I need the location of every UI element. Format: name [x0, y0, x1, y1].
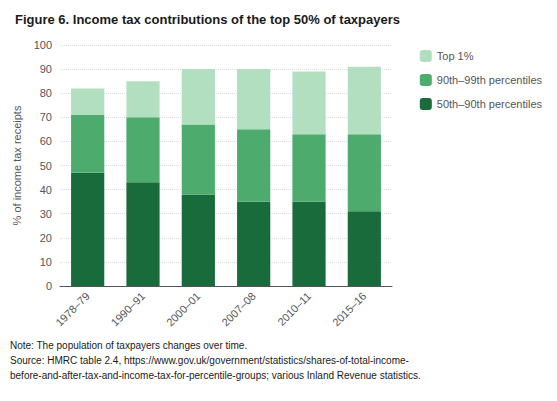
- svg-text:30: 30: [40, 208, 52, 220]
- svg-text:Note: The population of taxpay: Note: The population of taxpayers change…: [10, 340, 247, 351]
- svg-text:1990–91: 1990–91: [109, 290, 148, 329]
- svg-text:Source: HMRC table 2.4, https:: Source: HMRC table 2.4, https://www.gov.…: [10, 355, 409, 366]
- svg-text:Figure 6. Income tax contribut: Figure 6. Income tax contributions of th…: [15, 12, 400, 27]
- svg-text:20: 20: [40, 232, 52, 244]
- svg-text:% of income tax receipts: % of income tax receipts: [11, 105, 23, 225]
- svg-text:50th–90th percentiles: 50th–90th percentiles: [437, 98, 543, 110]
- svg-text:1978–79: 1978–79: [53, 290, 92, 329]
- svg-text:before-and-after-tax-and-incom: before-and-after-tax-and-income-tax-for-…: [10, 370, 421, 381]
- svg-text:100: 100: [34, 39, 52, 51]
- svg-text:60: 60: [40, 135, 52, 147]
- svg-text:50: 50: [40, 160, 52, 172]
- svg-text:80: 80: [40, 87, 52, 99]
- svg-text:2015–16: 2015–16: [330, 290, 369, 329]
- svg-text:0: 0: [46, 280, 52, 292]
- svg-text:90: 90: [40, 63, 52, 75]
- svg-text:10: 10: [40, 256, 52, 268]
- svg-text:90th–99th percentiles: 90th–99th percentiles: [437, 74, 543, 86]
- svg-text:Top 1%: Top 1%: [437, 50, 474, 62]
- svg-text:40: 40: [40, 184, 52, 196]
- svg-text:70: 70: [40, 111, 52, 123]
- svg-text:2000–01: 2000–01: [164, 290, 203, 329]
- svg-text:2010–11: 2010–11: [275, 290, 313, 328]
- svg-text:2007–08: 2007–08: [219, 290, 258, 329]
